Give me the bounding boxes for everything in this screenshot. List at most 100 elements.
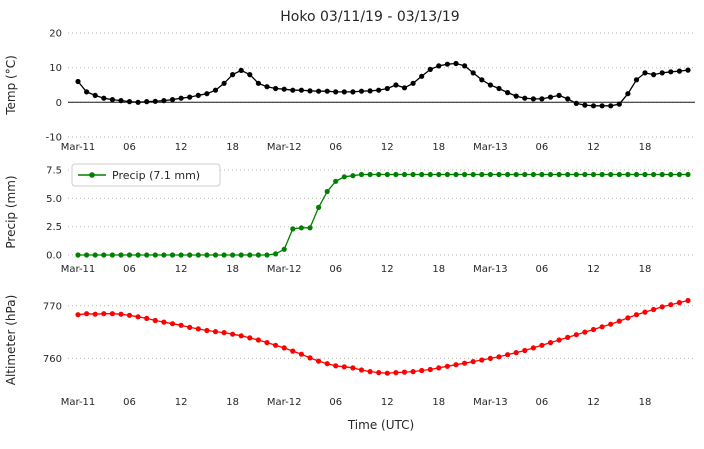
precip-x-tick-label: 06 bbox=[536, 264, 549, 275]
altimeter-marker bbox=[410, 369, 416, 375]
precip-marker bbox=[676, 171, 683, 178]
temp-marker bbox=[212, 87, 219, 93]
altimeter-marker bbox=[273, 342, 279, 348]
precip-marker bbox=[608, 171, 614, 178]
precip-marker bbox=[109, 252, 115, 258]
altimeter-marker bbox=[608, 321, 614, 327]
altimeter-marker bbox=[169, 321, 176, 327]
altimeter-x-tick-label: 12 bbox=[587, 397, 600, 408]
altimeter-marker bbox=[212, 329, 219, 335]
altimeter-marker bbox=[84, 311, 90, 317]
precip-marker bbox=[290, 226, 296, 232]
temp-marker bbox=[539, 96, 545, 102]
temp-marker bbox=[685, 67, 691, 73]
temp-marker bbox=[401, 85, 408, 91]
temp-marker bbox=[419, 73, 425, 79]
altimeter-marker bbox=[668, 302, 674, 308]
temp-marker bbox=[384, 85, 390, 92]
altimeter-y-tick-label: 760 bbox=[43, 354, 62, 365]
temp-marker bbox=[144, 99, 150, 105]
altimeter-x-tick-label: 18 bbox=[639, 397, 652, 408]
precip-marker bbox=[547, 171, 554, 178]
temp-x-tick-label: 18 bbox=[639, 142, 652, 153]
altimeter-marker bbox=[195, 326, 201, 332]
temp-marker bbox=[84, 89, 90, 95]
altimeter-marker bbox=[204, 327, 210, 334]
temp-marker bbox=[187, 94, 193, 100]
temp-marker bbox=[582, 102, 588, 108]
temp-marker bbox=[118, 98, 124, 104]
precip-x-tick-label: 12 bbox=[381, 264, 394, 275]
precip-y-tick-label: 2.5 bbox=[46, 222, 62, 233]
altimeter-y-axis-label: Altimeter (hPa) bbox=[4, 295, 18, 386]
subplot-precip: 0.0 2.5 5.0 7.5 Mar-11 06 12 18 Mar-12 06 12 18 Mar-… bbox=[46, 163, 695, 275]
altimeter-marker bbox=[298, 351, 304, 357]
altimeter-x-tick-label: Mar-11 bbox=[61, 397, 96, 408]
altimeter-marker bbox=[135, 314, 141, 320]
precip-y-tick-label: 5.0 bbox=[46, 194, 62, 205]
altimeter-marker bbox=[247, 335, 253, 341]
temp-marker bbox=[513, 93, 519, 99]
temp-line bbox=[77, 62, 689, 107]
temp-marker bbox=[307, 88, 313, 94]
temp-marker bbox=[204, 91, 210, 97]
precip-marker bbox=[298, 225, 304, 231]
precip-x-tick-label: 12 bbox=[175, 264, 188, 275]
altimeter-marker bbox=[341, 364, 347, 370]
altimeter-marker bbox=[333, 363, 339, 369]
altimeter-marker bbox=[590, 326, 597, 333]
precip-marker bbox=[444, 171, 450, 178]
altimeter-marker bbox=[358, 367, 365, 373]
precip-marker bbox=[539, 171, 545, 178]
temp-marker bbox=[298, 87, 304, 93]
precip-marker bbox=[487, 171, 493, 178]
temp-marker bbox=[101, 95, 107, 101]
precip-x-tick-label: 06 bbox=[329, 264, 342, 275]
altimeter-marker bbox=[109, 311, 115, 317]
temp-marker bbox=[676, 68, 683, 74]
temp-marker bbox=[341, 89, 347, 95]
precip-marker bbox=[307, 225, 313, 231]
altimeter-line bbox=[77, 299, 689, 374]
altimeter-marker bbox=[462, 360, 468, 366]
temp-y-axis-label: Temp (°C) bbox=[4, 55, 18, 116]
legend-box bbox=[71, 163, 221, 187]
altimeter-marker bbox=[161, 319, 167, 325]
precip-marker bbox=[152, 252, 158, 258]
altimeter-marker bbox=[556, 337, 562, 343]
precip-x-tick-label: 18 bbox=[639, 264, 652, 275]
altimeter-x-tick-label: 18 bbox=[226, 397, 239, 408]
altimeter-marker bbox=[453, 362, 459, 368]
precip-marker bbox=[281, 246, 287, 252]
altimeter-marker bbox=[367, 369, 373, 375]
altimeter-marker bbox=[101, 311, 107, 317]
altimeter-marker bbox=[530, 345, 537, 351]
altimeter-marker bbox=[255, 337, 261, 343]
precip-marker bbox=[273, 251, 279, 257]
precip-marker bbox=[505, 171, 511, 178]
precip-marker bbox=[470, 171, 476, 178]
legend-marker-sample bbox=[89, 172, 95, 178]
precip-marker bbox=[513, 171, 519, 178]
temp-marker bbox=[462, 63, 468, 69]
temp-marker bbox=[92, 92, 98, 98]
temp-marker bbox=[659, 70, 665, 76]
precip-marker bbox=[599, 171, 605, 178]
altimeter-marker bbox=[281, 345, 287, 351]
temp-x-tick-label: 18 bbox=[226, 142, 239, 153]
temp-marker bbox=[633, 77, 640, 83]
temp-marker bbox=[247, 72, 253, 78]
precip-x-tick-label: Mar-11 bbox=[61, 264, 96, 275]
precip-marker bbox=[659, 171, 665, 178]
temp-marker bbox=[427, 66, 433, 72]
altimeter-marker bbox=[238, 333, 244, 339]
temp-marker bbox=[642, 70, 648, 76]
temp-marker bbox=[169, 97, 176, 103]
altimeter-marker bbox=[92, 311, 98, 317]
altimeter-marker bbox=[565, 334, 571, 340]
precip-y-tick-label: 7.5 bbox=[46, 166, 62, 177]
altimeter-marker bbox=[676, 300, 683, 306]
altimeter-marker bbox=[427, 366, 433, 373]
temp-marker bbox=[126, 99, 133, 105]
altimeter-marker bbox=[633, 312, 640, 318]
